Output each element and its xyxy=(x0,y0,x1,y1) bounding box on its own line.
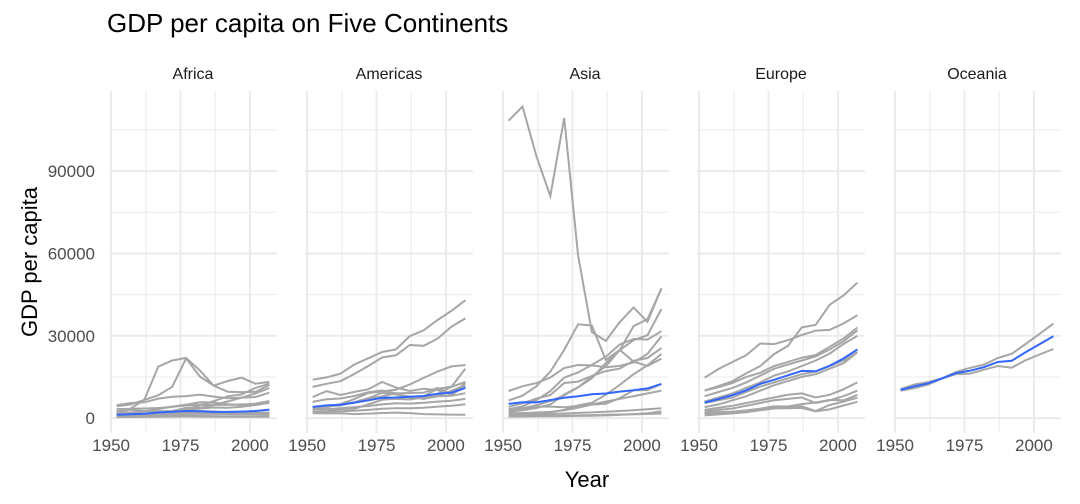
country-line xyxy=(116,356,270,408)
country-line xyxy=(312,403,466,414)
country-line xyxy=(704,334,858,403)
country-line xyxy=(900,322,1054,392)
country-line xyxy=(704,329,859,398)
country-line xyxy=(508,308,663,411)
facet-strip-label: Africa xyxy=(173,66,214,83)
smooth-trend-line xyxy=(116,408,270,416)
country-line xyxy=(312,411,466,416)
facet-panel-oceania: 1950 1975 2000 Oceania xyxy=(876,66,1061,455)
x-tick-label: 1950 xyxy=(680,436,718,455)
facet-panel-asia: 1950 1975 2000 Asia xyxy=(484,66,669,455)
x-tick-label: 2000 xyxy=(427,436,465,455)
smooth-trend-line xyxy=(704,348,858,404)
x-tick-label: 2000 xyxy=(231,436,269,455)
x-tick-label: 2000 xyxy=(1015,436,1053,455)
country-line xyxy=(116,415,270,418)
country-line xyxy=(704,396,858,417)
country-line xyxy=(704,351,859,409)
smooth-trend-line xyxy=(900,335,1054,391)
country-line xyxy=(900,348,1054,391)
country-line xyxy=(508,288,663,413)
country-line xyxy=(704,326,859,392)
country-line xyxy=(704,381,858,411)
smooth-trend-line xyxy=(312,386,466,408)
facet-panel-europe: 1950 1975 2000 Europe xyxy=(680,66,865,455)
country-line xyxy=(704,281,859,392)
smooth-trend-line xyxy=(508,382,662,405)
y-axis-label: GDP per capita xyxy=(17,186,42,337)
country-line xyxy=(508,407,662,416)
x-tick-label: 1950 xyxy=(288,436,326,455)
facet-strip-label: Asia xyxy=(569,66,600,83)
country-line xyxy=(116,412,270,417)
y-tick-label: 60000 xyxy=(48,244,95,263)
country-line xyxy=(508,323,662,402)
facet-strip-label: Oceania xyxy=(947,66,1007,83)
country-line xyxy=(507,104,663,343)
x-tick-label: 1950 xyxy=(92,436,130,455)
facet-strip-label: Europe xyxy=(755,66,807,83)
country-line xyxy=(704,389,858,413)
country-line xyxy=(116,401,270,411)
x-tick-label: 1975 xyxy=(162,436,200,455)
country-line xyxy=(312,317,466,388)
x-tick-label: 2000 xyxy=(623,436,661,455)
x-tick-label: 1975 xyxy=(750,436,788,455)
facet-strip-label: Americas xyxy=(356,66,423,83)
x-tick-label: 1950 xyxy=(876,436,914,455)
country-line xyxy=(508,412,662,418)
country-line xyxy=(508,347,662,408)
x-tick-label: 1975 xyxy=(554,436,592,455)
facet-panel-africa: 1950 1975 2000 Africa xyxy=(92,66,277,455)
y-tick-label: 0 xyxy=(86,409,95,428)
chart-title: GDP per capita on Five Continents xyxy=(107,8,508,38)
y-tick-label: 30000 xyxy=(48,327,95,346)
x-tick-label: 1975 xyxy=(946,436,984,455)
x-tick-label: 1950 xyxy=(484,436,522,455)
country-line xyxy=(312,397,466,411)
y-tick-label: 90000 xyxy=(48,162,95,181)
country-line xyxy=(312,299,467,381)
country-line xyxy=(508,335,663,392)
facet-panel-americas: 1950 1975 2000 Americas xyxy=(288,66,473,455)
x-tick-label: 1975 xyxy=(358,436,396,455)
x-axis-label: Year xyxy=(565,467,609,492)
country-line xyxy=(704,314,858,379)
country-line xyxy=(312,380,466,398)
x-tick-label: 2000 xyxy=(819,436,857,455)
